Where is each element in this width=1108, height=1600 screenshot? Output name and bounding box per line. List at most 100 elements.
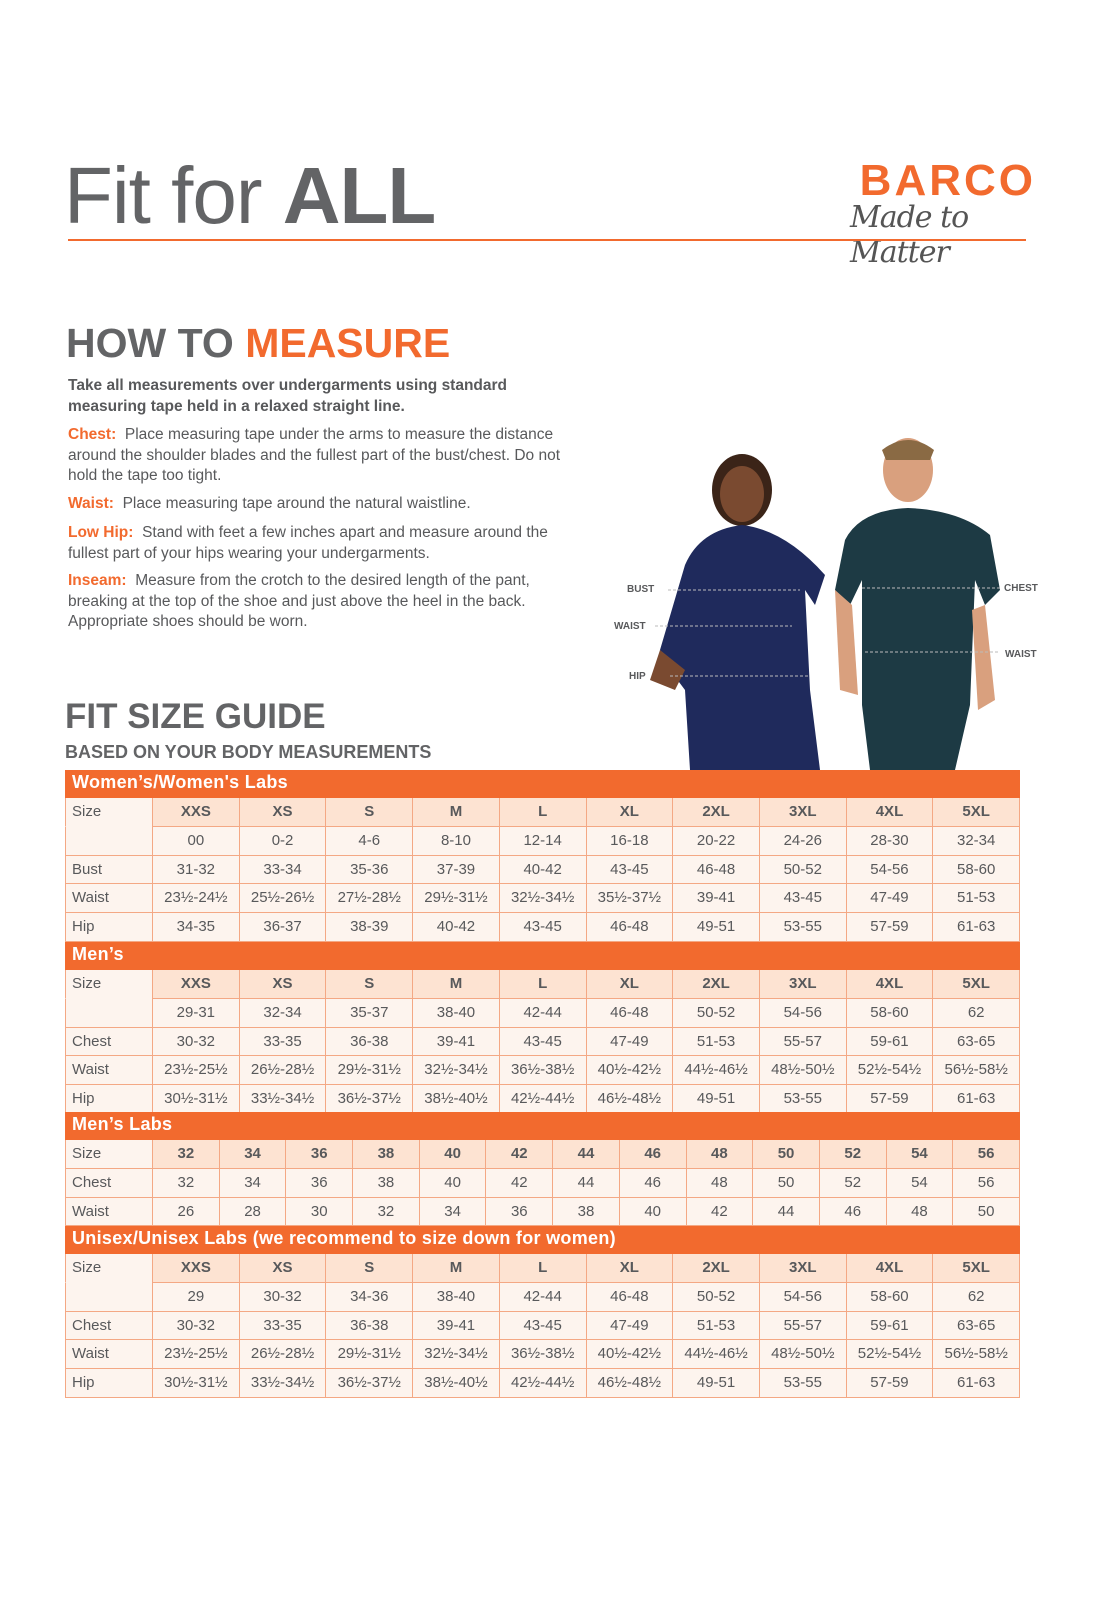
table-cell: 38: [352, 1140, 419, 1168]
fit-size-guide-subtitle: BASED ON YOUR BODY MEASUREMENTS: [65, 742, 432, 762]
table-cell: 53-55: [758, 913, 846, 941]
table-cell: 4-6: [325, 826, 413, 855]
table-cell: 42½-44½: [498, 1085, 586, 1113]
table-cell: 57-59: [845, 1369, 933, 1397]
table-cell: 38½-40½: [412, 1369, 499, 1397]
table-section-header: Unisex/Unisex Labs (we recommend to size…: [65, 1226, 1020, 1254]
table-row: Hip 30½-31½ 33½-34½ 36½-37½ 38½-40½ 42½-44½ 46…: [65, 1085, 1021, 1114]
row-label: [65, 1282, 152, 1311]
table-cell: 3XL: [758, 970, 846, 998]
table-cell: 33-34: [238, 855, 326, 884]
measure-inseam: Inseam: Measure from the crotch to the d…: [68, 572, 530, 630]
table-cell: 3XL: [758, 1254, 846, 1282]
table-cell: 56: [952, 1140, 1020, 1168]
table-row: 29-31 32-34 35-37 38-40 42-44 46-48 50-52 54-56…: [65, 998, 1021, 1028]
table-section-header: Men’s Labs: [65, 1112, 1020, 1140]
row-label: Size: [65, 1254, 152, 1283]
table-cell: 38½-40½: [412, 1085, 499, 1113]
table-cell: 28: [218, 1197, 286, 1226]
table-cell: 37-39: [412, 855, 499, 884]
size-table: Men’s Size XXS XS S M L XL 2XL 3XL 4XL 5XL 29-31 32-3…: [65, 942, 1021, 1114]
table-cell: 34: [418, 1197, 486, 1226]
table-cell: 46: [618, 1168, 686, 1197]
table-cell: 36: [285, 1168, 353, 1197]
table-cell: 48½-50½: [758, 1340, 846, 1369]
table-row: Waist 23½-25½ 26½-28½ 29½-31½ 32½-34½ 36½-38½…: [65, 1340, 1021, 1370]
table-cell: 44½-46½: [672, 1056, 759, 1085]
table-cell: 53-55: [758, 1085, 846, 1113]
table-cell: 29½-31½: [412, 884, 499, 913]
measure-chest: Chest: Place measuring tape under the ar…: [68, 426, 561, 484]
table-cell: 32-34: [932, 826, 1021, 855]
table-cell: 57-59: [845, 1085, 933, 1113]
row-label: [65, 998, 152, 1027]
table-cell: 49-51: [672, 1085, 759, 1113]
table-cell: 51-53: [672, 1027, 759, 1056]
table-cell: XXS: [152, 1254, 239, 1282]
table-cell: M: [412, 1254, 499, 1282]
table-cell: 32: [152, 1140, 219, 1168]
table-cell: 48: [685, 1168, 753, 1197]
table-cell: 30: [285, 1197, 353, 1226]
table-cell: 32½-34½: [498, 884, 586, 913]
table-cell: 36-38: [325, 1027, 413, 1056]
table-cell: XL: [585, 1254, 673, 1282]
table-cell: 43-45: [498, 913, 586, 941]
table-cell: XXS: [152, 970, 239, 998]
table-cell: 63-65: [932, 1311, 1021, 1340]
table-row: Size XXS XS S M L XL 2XL 3XL 4XL 5XL: [65, 1254, 1021, 1283]
table-cell: 55-57: [758, 1027, 846, 1056]
row-label: Waist: [65, 1056, 152, 1085]
table-cell: 63-65: [932, 1027, 1021, 1056]
table-cell: 55-57: [758, 1311, 846, 1340]
table-cell: 46-48: [585, 998, 673, 1027]
hip-label: HIP: [629, 671, 646, 682]
table-cell: 51-53: [932, 884, 1021, 913]
table-cell: 4XL: [845, 970, 933, 998]
table-cell: L: [498, 798, 586, 826]
table-cell: 42: [485, 1168, 553, 1197]
table-cell: 36-37: [238, 913, 326, 941]
table-row: Size XXS XS S M L XL 2XL 3XL 4XL 5XL: [65, 970, 1021, 999]
table-cell: 34: [218, 1140, 286, 1168]
table-cell: 36: [285, 1140, 353, 1168]
table-cell: 54-56: [758, 1282, 846, 1311]
table-section-header: Men’s: [65, 942, 1020, 970]
table-cell: 40½-42½: [585, 1056, 673, 1085]
table-cell: S: [325, 798, 413, 826]
table-cell: 58-60: [932, 855, 1021, 884]
table-cell: 39-41: [412, 1311, 499, 1340]
table-cell: 46: [618, 1140, 686, 1168]
man-model: [835, 438, 1000, 770]
table-cell: 2XL: [672, 798, 759, 826]
table-cell: 0-2: [238, 826, 326, 855]
table-cell: 61-63: [932, 1085, 1021, 1113]
table-cell: 30-32: [152, 1027, 239, 1056]
table-cell: 57-59: [845, 913, 933, 941]
table-cell: 29-31: [152, 998, 239, 1027]
table-cell: 43-45: [498, 1027, 586, 1056]
table-cell: 54-56: [845, 855, 933, 884]
table-cell: 20-22: [672, 826, 759, 855]
table-cell: 44½-46½: [672, 1340, 759, 1369]
chest-label: CHEST: [1004, 583, 1038, 594]
table-cell: 47-49: [845, 884, 933, 913]
table-cell: 26½-28½: [238, 1056, 326, 1085]
table-cell: 36½-38½: [498, 1340, 586, 1369]
table-cell: 31-32: [152, 855, 239, 884]
table-cell: 38-39: [325, 913, 413, 941]
table-cell: 32: [152, 1168, 219, 1197]
table-cell: 50-52: [758, 855, 846, 884]
table-cell: 2XL: [672, 1254, 759, 1282]
table-cell: 43-45: [498, 1311, 586, 1340]
table-cell: 33½-34½: [238, 1085, 326, 1113]
table-cell: 48: [685, 1140, 753, 1168]
table-cell: 53-55: [758, 1369, 846, 1397]
table-cell: 56½-58½: [932, 1340, 1021, 1369]
table-cell: 36½-37½: [325, 1369, 413, 1397]
table-cell: 42-44: [498, 1282, 586, 1311]
table-cell: 50: [952, 1197, 1020, 1226]
table-cell: 59-61: [845, 1027, 933, 1056]
table-cell: 47-49: [585, 1311, 673, 1340]
table-cell: 56: [952, 1168, 1020, 1197]
